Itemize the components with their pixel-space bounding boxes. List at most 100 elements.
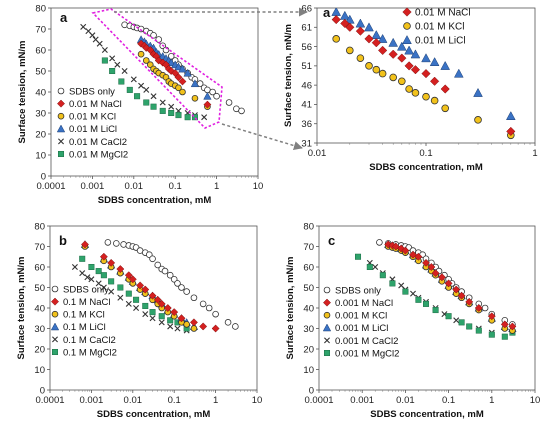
data-point	[389, 280, 396, 287]
zoom-overlay	[91, 7, 308, 150]
legend-label: 0.01 M CaCl2	[69, 137, 127, 148]
y-tick-label: 20	[34, 344, 45, 355]
data-point	[178, 77, 187, 86]
data-point	[142, 57, 150, 64]
data-point	[405, 85, 413, 93]
data-point	[95, 268, 102, 275]
data-point	[178, 284, 185, 291]
data-point	[183, 321, 190, 328]
chart-panel-a-main: 0.0001 0.001 0.01 0.1 1 10 0 10 20 30 40 50 60 70 80 SD…	[17, 3, 263, 206]
data-point	[364, 34, 374, 44]
x-tick-label: 0.001	[81, 181, 105, 192]
data-point	[149, 255, 156, 263]
data-point	[179, 88, 186, 96]
chart-panel-c: 0.0001 0.001 0.01 0.1 1 10 0 10 20 30 40 50 60 70 80 SD…	[285, 221, 540, 420]
data-point	[178, 64, 187, 73]
data-point	[430, 96, 439, 105]
data-point	[125, 300, 132, 307]
data-point	[355, 253, 362, 260]
data-point	[356, 54, 365, 62]
data-point	[81, 240, 89, 249]
data-point	[170, 308, 179, 317]
data-point	[79, 270, 86, 277]
data-point	[203, 91, 212, 100]
data-point	[174, 62, 183, 71]
series-circle	[332, 35, 515, 140]
data-point	[440, 60, 451, 70]
data-point	[117, 294, 124, 301]
data-point	[183, 68, 192, 77]
data-point	[177, 314, 186, 323]
data-point	[174, 280, 181, 287]
data-point	[379, 272, 386, 279]
data-point	[149, 315, 156, 322]
x-axis-title: SDBS concentration, mM	[369, 162, 483, 173]
x-tick-label: 1	[532, 148, 537, 159]
y-tick-label: 0	[41, 171, 46, 182]
legend-label: 0.001 M MgCl2	[335, 348, 399, 359]
legend-label: 0.01 M NaCl	[69, 99, 122, 110]
series-square	[101, 57, 198, 121]
data-point	[190, 325, 198, 332]
legend-label: SDBS only	[69, 86, 115, 97]
y-axis-title: Surface tension, mN/m	[283, 24, 294, 127]
data-point	[421, 68, 431, 79]
legend-marker	[51, 348, 59, 356]
data-point	[161, 267, 169, 275]
y-tick-label: 80	[34, 221, 45, 232]
y-tick-label: 40	[303, 303, 314, 314]
y-axis-title: Surface tension, mN/m	[17, 41, 28, 144]
data-point	[100, 272, 107, 279]
data-point	[415, 296, 422, 303]
data-point	[366, 263, 373, 271]
data-point	[211, 324, 220, 333]
chart-panel-b: 0.0001 0.001 0.01 0.1 1 10 0 10 20 30 40 50 60 70 80 SD…	[16, 221, 262, 420]
data-point	[475, 327, 482, 334]
data-point	[411, 89, 420, 97]
data-point	[444, 279, 453, 288]
y-tick-label: 30	[34, 324, 45, 335]
data-point	[149, 309, 156, 316]
data-point	[422, 258, 430, 267]
data-point	[440, 84, 450, 94]
y-tick-label: 31	[301, 138, 312, 149]
data-point	[487, 312, 496, 321]
data-point	[430, 76, 440, 86]
data-points	[71, 239, 239, 334]
data-point	[95, 280, 102, 287]
data-point	[141, 285, 150, 294]
zoom-highlight-box	[91, 8, 223, 129]
data-point	[89, 32, 96, 39]
data-point	[155, 36, 163, 43]
x-tick-label: 0.01	[308, 148, 327, 159]
data-point	[101, 57, 108, 64]
legend-marker	[57, 87, 65, 95]
x-tick-label: 0.1	[169, 181, 182, 192]
data-point	[167, 67, 176, 75]
data-point	[79, 255, 86, 262]
data-point	[138, 82, 145, 89]
data-point	[421, 53, 431, 63]
data-point	[100, 284, 107, 291]
data-point	[154, 261, 162, 269]
y-tick-label: 61	[301, 23, 312, 34]
data-point	[402, 288, 409, 295]
data-point	[175, 112, 182, 119]
data-point	[190, 79, 200, 88]
data-point	[429, 57, 440, 67]
data-point	[397, 53, 407, 63]
legend-marker	[56, 124, 66, 133]
legend-marker	[323, 311, 331, 319]
data-point	[225, 99, 233, 106]
data-point	[427, 263, 436, 271]
legend-label: 0.1 M CaCl2	[63, 335, 116, 346]
legend-label: 0.1 M LiCl	[63, 322, 106, 333]
data-point	[397, 244, 406, 253]
data-points	[355, 239, 517, 340]
data-point	[453, 317, 460, 324]
data-point	[465, 297, 474, 306]
data-point	[143, 99, 150, 106]
data-point	[157, 299, 166, 308]
